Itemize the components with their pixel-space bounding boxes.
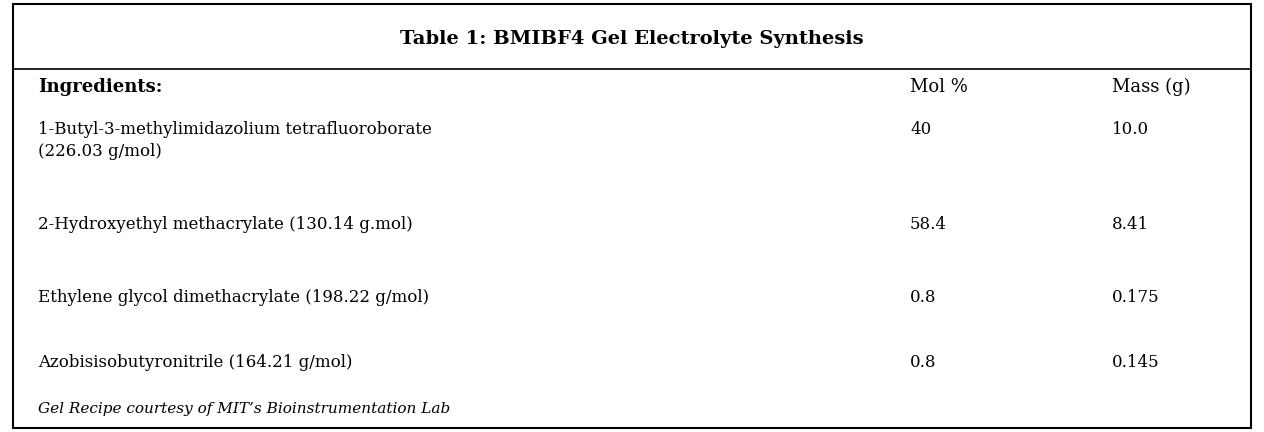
Text: Ethylene glycol dimethacrylate (198.22 g/mol): Ethylene glycol dimethacrylate (198.22 g… [38, 289, 428, 306]
Text: Mass (g): Mass (g) [1112, 78, 1191, 96]
Text: Ingredients:: Ingredients: [38, 78, 162, 96]
Text: 40: 40 [910, 121, 932, 138]
Text: Mol %: Mol % [910, 78, 968, 96]
Text: 2-Hydroxyethyl methacrylate (130.14 g.mol): 2-Hydroxyethyl methacrylate (130.14 g.mo… [38, 216, 412, 233]
Text: 1-Butyl-3-methylimidazolium tetrafluoroborate
(226.03 g/mol): 1-Butyl-3-methylimidazolium tetrafluorob… [38, 121, 432, 160]
Text: Table 1: BMIBF4 Gel Electrolyte Synthesis: Table 1: BMIBF4 Gel Electrolyte Synthesi… [401, 30, 863, 48]
Text: 0.8: 0.8 [910, 354, 937, 371]
Text: Gel Recipe courtesy of MIT’s Bioinstrumentation Lab: Gel Recipe courtesy of MIT’s Bioinstrume… [38, 402, 450, 416]
Text: 0.145: 0.145 [1112, 354, 1160, 371]
Text: 0.175: 0.175 [1112, 289, 1160, 306]
FancyBboxPatch shape [13, 4, 1251, 428]
Text: 58.4: 58.4 [910, 216, 947, 233]
Text: 10.0: 10.0 [1112, 121, 1149, 138]
Text: Azobisisobutyronitrile (164.21 g/mol): Azobisisobutyronitrile (164.21 g/mol) [38, 354, 353, 371]
Text: 0.8: 0.8 [910, 289, 937, 306]
Text: 8.41: 8.41 [1112, 216, 1149, 233]
